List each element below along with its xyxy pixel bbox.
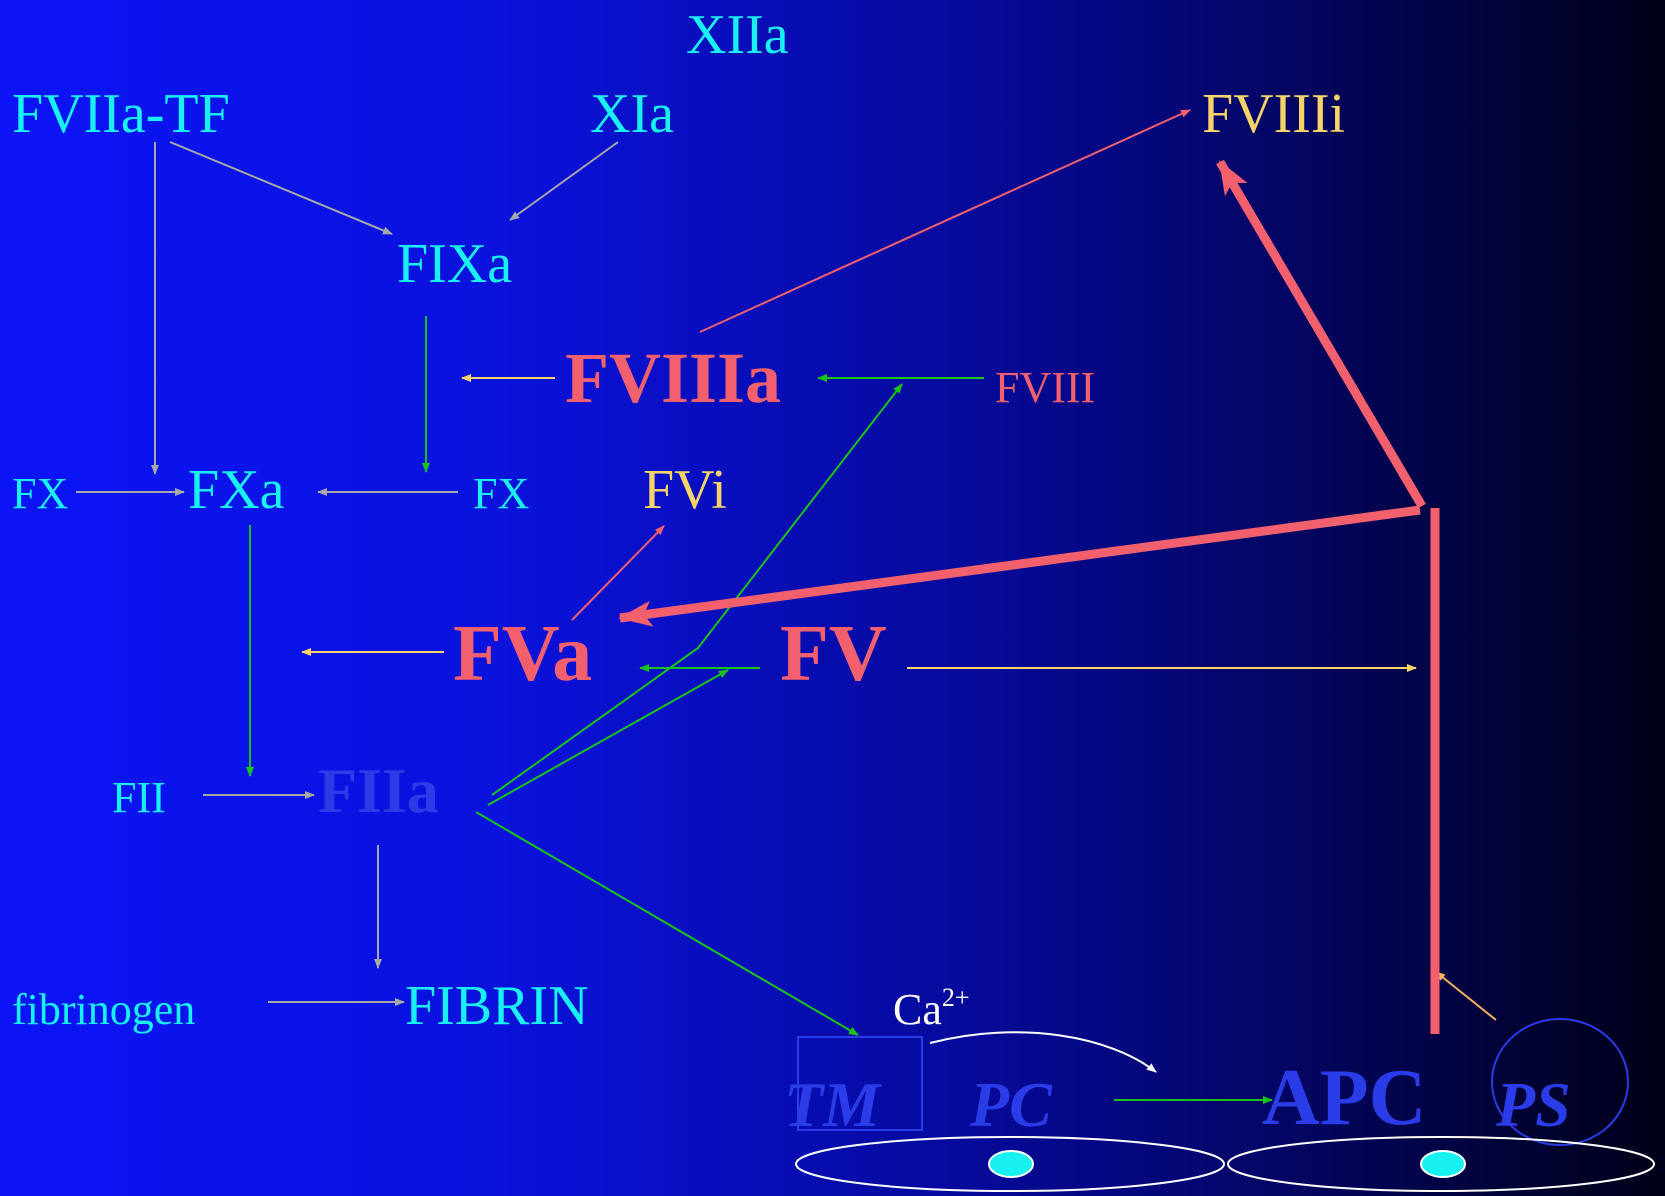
label-fva: FVa: [453, 610, 592, 698]
label-fxa: FXa: [188, 459, 285, 521]
label-fii: FII: [112, 773, 166, 822]
label-ca-base: Ca: [893, 985, 942, 1034]
cell-right-ellipse: [1227, 1136, 1655, 1192]
yellow-arrows: [301, 374, 1497, 1021]
membrane-shapes: [795, 1018, 1655, 1192]
label-fibrinogen: fibrinogen: [12, 985, 195, 1034]
label-fviiii: FVIIIi: [1202, 83, 1345, 145]
arrow-fviiia-to-fviiii: [699, 109, 1191, 333]
arrow-ps-to-apc-line: [1435, 971, 1497, 1021]
label-fviia-tf: FVIIa-TF: [12, 83, 230, 145]
arrow-xia-to-fixa: [509, 141, 619, 221]
green-arrows: [246, 316, 1273, 1104]
cell-left-ellipse: [795, 1136, 1225, 1192]
label-ps: PS: [1495, 1069, 1571, 1140]
label-apc: APC: [1262, 1054, 1426, 1142]
label-fiia: FIIa: [318, 755, 439, 826]
label-fx-right: FX: [473, 469, 529, 518]
cell-left-nucleus: [988, 1150, 1034, 1178]
label-fvi: FVi: [643, 459, 727, 521]
arrow-ca-curve: [929, 1031, 1157, 1073]
label-fv: FV: [780, 610, 887, 698]
cell-right-nucleus: [1420, 1150, 1466, 1178]
label-fx-left: FX: [12, 469, 68, 518]
arrow-fiia-to-fv: [487, 669, 729, 806]
arrow-fiia-to-tm: [475, 811, 859, 1036]
label-xia: XIa: [590, 83, 674, 145]
arrow-apc-to-fviiii: [1216, 159, 1426, 509]
tm-box: [797, 1036, 923, 1131]
arrow-fiia-to-fviii: [491, 383, 903, 796]
arrow-apc-to-fva: [618, 505, 1421, 627]
label-xiia: XIIa: [686, 4, 789, 66]
label-ca: Ca2+: [893, 983, 970, 1034]
label-fixa: FIXa: [397, 233, 512, 295]
salmon-arrows: [571, 109, 1440, 1034]
label-fviiia: FVIIIa: [565, 338, 781, 418]
gray-arrows: [76, 141, 619, 1006]
label-pc: PC: [969, 1069, 1053, 1140]
label-fibrin: FIBRIN: [405, 975, 589, 1037]
arrow-fviia-tf-to-fixa: [169, 141, 393, 235]
label-tm: TM: [784, 1069, 882, 1140]
label-fviii: FVIII: [995, 363, 1095, 412]
label-ca-superscript: 2+: [942, 983, 970, 1012]
arrow-fva-to-fvi: [571, 525, 665, 621]
ps-circle: [1491, 1018, 1629, 1146]
labels: XIIa FVIIa-TF XIa FVIIIi FIXa FVIIIa FVI…: [12, 4, 1571, 1142]
